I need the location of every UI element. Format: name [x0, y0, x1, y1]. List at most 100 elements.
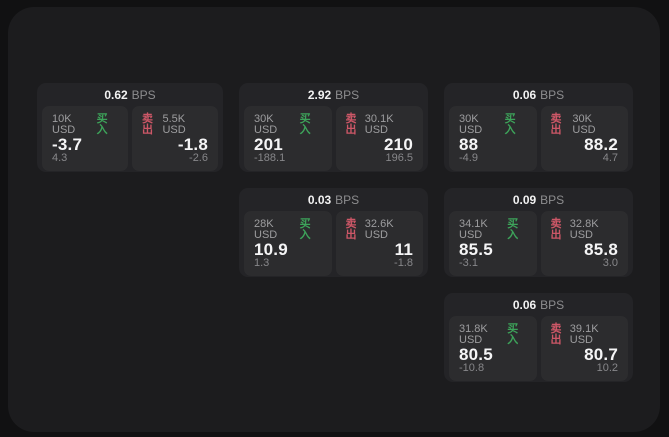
sell-badge: 卖出	[550, 218, 562, 241]
sell-price-value: 210	[384, 135, 413, 154]
buy-cell[interactable]: 10K USD 买入 -3.7 4.3	[42, 106, 128, 171]
sell-delta-value: -2.6	[189, 152, 208, 164]
sell-cell[interactable]: 卖出 32.8K USD 85.8 3.0	[540, 211, 628, 276]
spread-bps-value: 0.06	[512, 297, 537, 312]
sell-notional-label: 39.1K USD	[569, 323, 599, 346]
buy-notional-label: 30K USD	[459, 113, 483, 136]
sell-cell[interactable]: 卖出 30K USD 88.2 4.7	[540, 106, 628, 171]
buy-delta-value: -188.1	[254, 152, 286, 164]
buy-badge: 买入	[507, 218, 519, 241]
sell-badge: 卖出	[142, 113, 153, 136]
sell-cell[interactable]: 卖出 39.1K USD 80.7 10.2	[540, 316, 628, 381]
buy-cell[interactable]: 31.8K USD 买入 80.5 -10.8	[449, 316, 537, 381]
bps-unit-label: BPS	[540, 87, 565, 102]
spread-bps-value: 0.09	[512, 192, 537, 207]
buy-cell-header: 30K USD 买入	[459, 114, 527, 136]
sell-badge: 卖出	[550, 323, 562, 346]
buy-price-value: 10.9	[254, 240, 288, 259]
sell-badge: 卖出	[345, 218, 357, 241]
sell-notional-label: 30K USD	[572, 113, 596, 136]
sell-cell-header: 卖出 32.6K USD	[346, 219, 414, 241]
sell-notional-label: 32.6K USD	[364, 218, 394, 241]
buy-badge: 买入	[299, 113, 311, 136]
buy-cell-header: 10K USD 买入	[52, 114, 118, 136]
sell-delta-value: 4.7	[602, 152, 618, 164]
buy-badge: 买入	[96, 113, 108, 136]
buy-delta-value: -10.8	[459, 362, 485, 374]
sell-price-value: 11	[394, 240, 413, 259]
sell-cell-header: 卖出 5.5K USD	[142, 114, 208, 136]
card-body: 10K USD 买入 -3.7 4.3 卖出 5.5K USD -1.8 -2.…	[42, 106, 218, 171]
buy-price-value: 85.5	[459, 240, 493, 259]
buy-price-value: 88	[459, 135, 479, 154]
card-header: 2.92 BPS	[244, 83, 423, 106]
buy-badge: 买入	[504, 113, 516, 136]
spread-bps-value: 0.03	[307, 192, 332, 207]
sell-price-value: -1.8	[177, 135, 208, 154]
sell-cell-header: 卖出 39.1K USD	[551, 324, 619, 346]
sell-notional-label: 30.1K USD	[364, 113, 394, 136]
card-body: 28K USD 买入 10.9 1.3 卖出 32.6K USD 11 -1.8	[244, 211, 423, 276]
quote-card: 0.06 BPS 30K USD 买入 88 -4.9 卖出 30K USD 8…	[444, 83, 633, 172]
sell-price-value: 80.7	[584, 345, 618, 364]
buy-cell[interactable]: 30K USD 买入 201 -188.1	[244, 106, 332, 171]
quote-card: 0.06 BPS 31.8K USD 买入 80.5 -10.8 卖出 39.1…	[444, 293, 633, 382]
card-header: 0.06 BPS	[449, 293, 628, 316]
sell-cell[interactable]: 卖出 32.6K USD 11 -1.8	[335, 211, 423, 276]
buy-notional-label: 30K USD	[254, 113, 278, 136]
buy-notional-label: 31.8K USD	[459, 323, 488, 346]
buy-notional-label: 10K USD	[52, 113, 76, 136]
spread-bps-value: 0.06	[512, 87, 537, 102]
buy-delta-value: -3.1	[459, 257, 478, 269]
buy-price-value: -3.7	[52, 135, 83, 154]
bps-unit-label: BPS	[335, 192, 360, 207]
sell-badge: 卖出	[550, 113, 562, 136]
buy-badge: 买入	[507, 323, 519, 346]
sell-cell-header: 卖出 30.1K USD	[346, 114, 414, 136]
buy-cell[interactable]: 30K USD 买入 88 -4.9	[449, 106, 537, 171]
sell-delta-value: 10.2	[596, 362, 618, 374]
quote-card-grid: 0.62 BPS 10K USD 买入 -3.7 4.3 卖出 5.5K USD…	[37, 83, 633, 382]
buy-cell-header: 34.1K USD 买入	[459, 219, 527, 241]
card-body: 34.1K USD 买入 85.5 -3.1 卖出 32.8K USD 85.8…	[449, 211, 628, 276]
sell-cell[interactable]: 卖出 30.1K USD 210 196.5	[335, 106, 423, 171]
buy-delta-value: -4.9	[459, 152, 478, 164]
buy-badge: 买入	[299, 218, 311, 241]
card-header: 0.62 BPS	[42, 83, 218, 106]
buy-cell-header: 30K USD 买入	[254, 114, 322, 136]
bps-unit-label: BPS	[540, 192, 565, 207]
sell-notional-label: 5.5K USD	[162, 113, 186, 136]
card-body: 30K USD 买入 88 -4.9 卖出 30K USD 88.2 4.7	[449, 106, 628, 171]
sell-price-value: 88.2	[584, 135, 618, 154]
spread-bps-value: 2.92	[307, 87, 332, 102]
buy-cell-header: 31.8K USD 买入	[459, 324, 527, 346]
sell-cell-header: 卖出 32.8K USD	[551, 219, 619, 241]
buy-cell-header: 28K USD 买入	[254, 219, 322, 241]
sell-price-value: 85.8	[584, 240, 618, 259]
card-body: 30K USD 买入 201 -188.1 卖出 30.1K USD 210 1…	[244, 106, 423, 171]
sell-delta-value: 3.0	[602, 257, 618, 269]
sell-cell-header: 卖出 30K USD	[551, 114, 619, 136]
quote-card: 0.03 BPS 28K USD 买入 10.9 1.3 卖出 32.6K US…	[239, 188, 428, 277]
quote-card: 0.62 BPS 10K USD 买入 -3.7 4.3 卖出 5.5K USD…	[37, 83, 223, 172]
buy-price-value: 80.5	[459, 345, 493, 364]
sell-delta-value: 196.5	[385, 152, 413, 164]
card-header: 0.06 BPS	[449, 83, 628, 106]
buy-cell[interactable]: 28K USD 买入 10.9 1.3	[244, 211, 332, 276]
card-body: 31.8K USD 买入 80.5 -10.8 卖出 39.1K USD 80.…	[449, 316, 628, 381]
sell-delta-value: -1.8	[394, 257, 413, 269]
bps-unit-label: BPS	[335, 87, 360, 102]
quote-card: 2.92 BPS 30K USD 买入 201 -188.1 卖出 30.1K …	[239, 83, 428, 172]
quote-card: 0.09 BPS 34.1K USD 买入 85.5 -3.1 卖出 32.8K…	[444, 188, 633, 277]
spread-bps-value: 0.62	[104, 87, 128, 102]
bps-unit-label: BPS	[540, 297, 565, 312]
bps-unit-label: BPS	[131, 87, 156, 102]
buy-cell[interactable]: 34.1K USD 买入 85.5 -3.1	[449, 211, 537, 276]
card-header: 0.03 BPS	[244, 188, 423, 211]
sell-badge: 卖出	[345, 113, 357, 136]
buy-delta-value: 1.3	[254, 257, 270, 269]
sell-notional-label: 32.8K USD	[569, 218, 599, 241]
buy-price-value: 201	[254, 135, 283, 154]
buy-notional-label: 34.1K USD	[459, 218, 488, 241]
sell-cell[interactable]: 卖出 5.5K USD -1.8 -2.6	[132, 106, 218, 171]
